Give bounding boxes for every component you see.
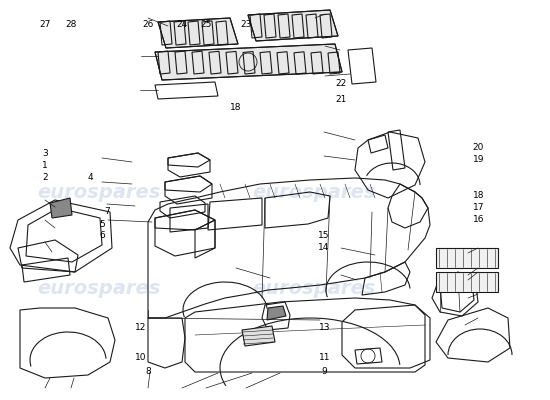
Text: 18: 18	[473, 191, 484, 200]
Text: 1: 1	[42, 162, 48, 170]
Text: eurospares: eurospares	[252, 278, 375, 298]
Text: 9: 9	[322, 368, 327, 376]
Text: 6: 6	[99, 232, 104, 240]
Text: 25: 25	[201, 20, 212, 29]
Text: 27: 27	[40, 20, 51, 29]
Text: 20: 20	[473, 143, 484, 152]
Text: 2: 2	[42, 174, 48, 182]
Text: 28: 28	[66, 20, 77, 29]
Text: 11: 11	[319, 353, 330, 362]
FancyBboxPatch shape	[436, 272, 498, 292]
Polygon shape	[248, 10, 338, 41]
Text: 5: 5	[99, 220, 104, 228]
Text: 23: 23	[241, 20, 252, 29]
Text: eurospares: eurospares	[37, 278, 161, 298]
Text: 16: 16	[473, 215, 484, 224]
Text: eurospares: eurospares	[252, 182, 375, 202]
Text: 19: 19	[473, 155, 484, 164]
Text: 18: 18	[230, 103, 241, 112]
Text: 13: 13	[319, 324, 330, 332]
FancyBboxPatch shape	[436, 248, 498, 268]
Text: 14: 14	[318, 243, 329, 252]
Text: 15: 15	[318, 232, 329, 240]
Text: 21: 21	[336, 95, 346, 104]
Text: 22: 22	[336, 80, 346, 88]
Text: 12: 12	[135, 324, 146, 332]
Text: 7: 7	[104, 208, 110, 216]
Text: 10: 10	[135, 354, 146, 362]
Text: 8: 8	[146, 368, 151, 376]
Text: eurospares: eurospares	[37, 182, 161, 202]
Text: 26: 26	[143, 20, 154, 29]
Text: 24: 24	[176, 20, 187, 29]
Polygon shape	[158, 18, 238, 48]
Text: 4: 4	[88, 174, 94, 182]
Polygon shape	[242, 326, 275, 346]
Polygon shape	[155, 44, 342, 80]
Text: 3: 3	[42, 150, 48, 158]
Polygon shape	[267, 306, 286, 320]
Text: 17: 17	[473, 204, 484, 212]
Polygon shape	[50, 198, 72, 218]
